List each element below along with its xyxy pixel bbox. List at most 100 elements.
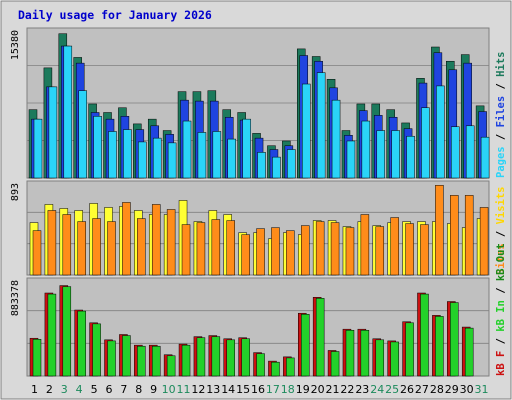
bar-sites-day-28 xyxy=(435,185,444,276)
bar-sites-day-13 xyxy=(211,219,221,276)
bar-pages-day-19 xyxy=(302,83,311,179)
y-max-label: 883378 xyxy=(10,280,21,316)
side-legend-part: / xyxy=(495,281,507,300)
bar-kbin-day-22 xyxy=(345,329,355,377)
bar-pages-day-21 xyxy=(331,99,341,179)
bar-kbin-day-17 xyxy=(271,361,280,377)
panel-visits-sites: 893 xyxy=(10,180,490,276)
bar-kbin-day-13 xyxy=(211,336,221,377)
x-tick-label: 19 xyxy=(296,383,310,396)
x-tick-label: 17 xyxy=(266,383,280,396)
x-tick-label: 18 xyxy=(281,383,295,396)
bar-sites-day-24 xyxy=(375,226,385,276)
bar-pages-day-29 xyxy=(451,126,460,179)
x-tick-label: 8 xyxy=(135,383,142,396)
bar-kbin-day-12 xyxy=(196,337,206,377)
bar-pages-day-27 xyxy=(421,107,430,179)
bar-kbin-day-19 xyxy=(301,314,310,377)
bar-pages-day-9 xyxy=(152,137,162,179)
bar-sites-day-14 xyxy=(226,220,235,276)
bar-sites-day-23 xyxy=(360,214,370,276)
bar-pages-day-16 xyxy=(257,152,266,179)
x-tick-label: 28 xyxy=(430,383,444,396)
bar-kbin-day-23 xyxy=(360,329,370,377)
bar-kbin-day-2 xyxy=(47,293,57,377)
bar-pages-day-4 xyxy=(78,90,87,179)
bar-kbin-day-3 xyxy=(62,286,72,377)
bar-sites-day-30 xyxy=(464,195,474,276)
y-max-label: 15380 xyxy=(10,30,21,60)
x-tick-label: 20 xyxy=(311,383,325,396)
side-legend-part: / xyxy=(495,332,507,351)
bar-sites-day-26 xyxy=(405,223,414,276)
panel-kbf-kbin-kbout: 883378 xyxy=(10,277,490,377)
bar-sites-day-9 xyxy=(151,204,161,276)
bar-sites-day-6 xyxy=(107,221,116,276)
x-tick-label: 3 xyxy=(61,383,68,396)
bar-kbin-day-7 xyxy=(122,335,131,377)
bar-kbin-day-25 xyxy=(390,341,399,377)
chart-title: Daily usage for January 2026 xyxy=(18,8,212,22)
bar-sites-day-31 xyxy=(479,207,489,276)
bar-kbin-day-28 xyxy=(435,316,444,377)
bar-pages-day-18 xyxy=(287,149,296,179)
side-legend-part: Pages xyxy=(495,146,507,178)
y-max-label: 893 xyxy=(10,183,21,201)
side-legend-top: Pages / Files / Hits xyxy=(495,52,507,178)
bar-pages-day-24 xyxy=(376,130,386,179)
side-legend-part: Hits xyxy=(495,52,507,77)
x-tick-label: 15 xyxy=(236,383,250,396)
x-tick-label: 22 xyxy=(340,383,354,396)
bar-pages-day-7 xyxy=(123,129,132,179)
bar-pages-day-3 xyxy=(63,45,73,179)
bar-kbin-day-15 xyxy=(241,338,250,377)
x-tick-label: 29 xyxy=(445,383,459,396)
bar-kbin-day-16 xyxy=(256,353,265,377)
bar-kbin-day-27 xyxy=(420,293,429,377)
x-tick-label: 13 xyxy=(206,383,220,396)
bar-pages-day-23 xyxy=(361,120,371,179)
bar-kbin-day-11 xyxy=(181,344,191,377)
bar-pages-day-8 xyxy=(138,141,147,179)
bar-sites-day-29 xyxy=(450,195,459,276)
x-tick-label: 1 xyxy=(31,383,38,396)
bar-sites-day-7 xyxy=(122,202,131,276)
x-tick-label: 26 xyxy=(400,383,414,396)
bar-sites-day-16 xyxy=(256,228,265,276)
x-tick-label: 12 xyxy=(191,383,205,396)
bar-sites-day-15 xyxy=(241,234,250,276)
x-tick-label: 24 xyxy=(370,383,384,396)
x-tick-label: 5 xyxy=(91,383,98,396)
x-tick-label: 6 xyxy=(105,383,112,396)
x-tick-label: 27 xyxy=(415,383,429,396)
bar-sites-day-25 xyxy=(390,217,399,276)
bar-pages-day-12 xyxy=(197,132,207,179)
x-tick-label: 25 xyxy=(385,383,399,396)
bar-pages-day-5 xyxy=(93,116,102,179)
bar-pages-day-10 xyxy=(167,142,177,179)
bar-kbin-day-21 xyxy=(330,351,340,377)
x-tick-label: 14 xyxy=(221,383,235,396)
bar-sites-day-8 xyxy=(137,218,146,276)
panel-hits-files-pages: 15380 xyxy=(10,27,490,179)
side-legend-part: kB F xyxy=(495,351,507,376)
x-tick-label: 31 xyxy=(475,383,489,396)
x-tick-label: 21 xyxy=(326,383,340,396)
bar-sites-day-5 xyxy=(92,218,101,276)
bar-pages-day-22 xyxy=(346,140,356,179)
x-tick-label: 9 xyxy=(150,383,157,396)
bar-kbin-day-6 xyxy=(107,340,116,377)
x-tick-label: 10 xyxy=(162,383,176,396)
side-legend-part: / xyxy=(495,77,507,96)
bar-kbin-day-18 xyxy=(286,357,295,377)
x-tick-label: 2 xyxy=(46,383,53,396)
side-legend-middle: Sites / Visits xyxy=(495,186,507,275)
side-legend-part: kB In xyxy=(495,300,507,332)
side-legend-bottom: kB F / kB In / kB Out xyxy=(495,243,507,376)
bar-pages-day-6 xyxy=(108,131,117,179)
bar-sites-day-12 xyxy=(196,222,206,276)
bar-sites-day-4 xyxy=(77,221,86,276)
side-legend-part: Sites xyxy=(495,243,507,275)
bar-pages-day-31 xyxy=(480,136,490,179)
